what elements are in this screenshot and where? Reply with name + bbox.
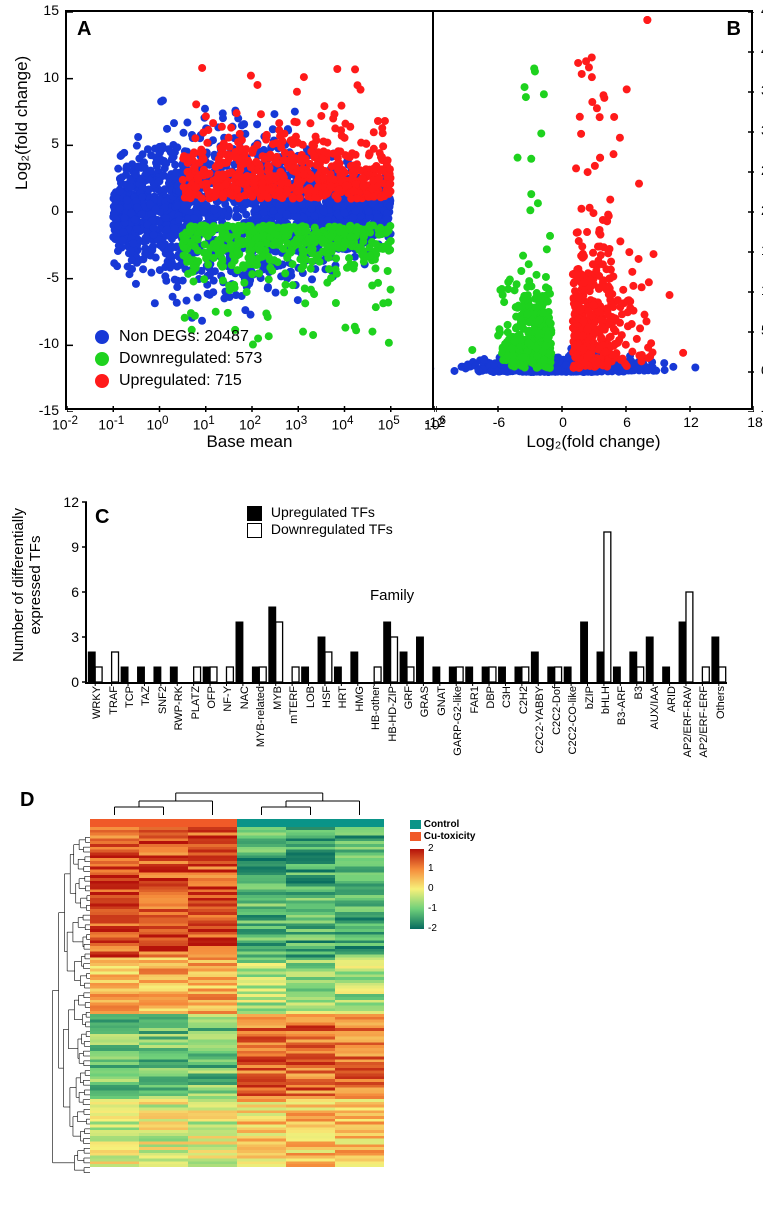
- condition-label-toxicity: Cu-toxicity: [410, 831, 475, 842]
- condition-label-control: Control: [410, 819, 459, 830]
- condition-bar: [90, 819, 384, 827]
- panel-row-ab: A Non DEGs: 20487Downregulated: 573Upreg…: [10, 10, 753, 410]
- panel-a-legend: Non DEGs: 20487Downregulated: 573Upregul…: [95, 328, 262, 394]
- panel-c-ylabel: Number of differentiallyexpressed TFs: [10, 508, 44, 662]
- colorbar: 210-1-2: [410, 849, 424, 929]
- heatmap-columns: [90, 827, 384, 1167]
- panel-b: B: [434, 10, 753, 410]
- panel-b-xlabel: Log₂(fold change): [434, 432, 753, 452]
- panel-c-wrap: Number of differentiallyexpressed TFs C …: [10, 502, 753, 779]
- panel-a-xlabel: Base mean: [65, 432, 434, 452]
- heatmap: [90, 819, 384, 1167]
- panel-d-letter: D: [20, 789, 34, 812]
- panel-a: A Non DEGs: 20487Downregulated: 573Upreg…: [65, 10, 434, 410]
- panel-c-xlabels: WRKYTRAFTCPTAZSNF2RWP-RKPLATZOFPNF-YNACM…: [85, 684, 725, 779]
- panel-c-xlabel: Family: [370, 587, 414, 604]
- figure-root: Log₂(fold change) A Non DEGs: 20487Downr…: [10, 10, 753, 1219]
- panel-d-wrap: D Control Cu-toxicity 210-1-2: [10, 789, 753, 1219]
